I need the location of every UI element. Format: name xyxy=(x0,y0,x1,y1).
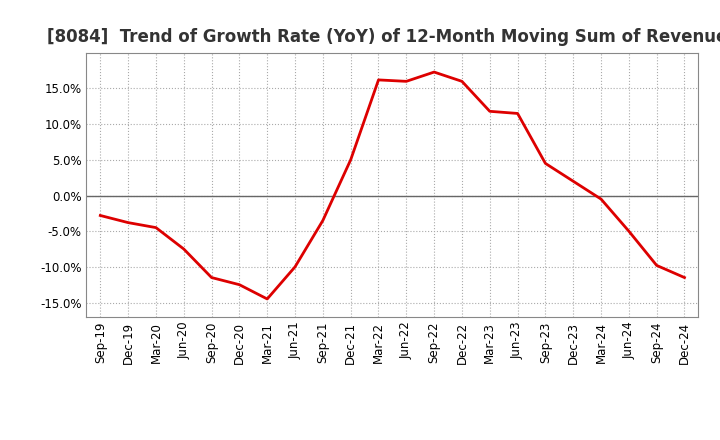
Title: [8084]  Trend of Growth Rate (YoY) of 12-Month Moving Sum of Revenues: [8084] Trend of Growth Rate (YoY) of 12-… xyxy=(48,28,720,46)
